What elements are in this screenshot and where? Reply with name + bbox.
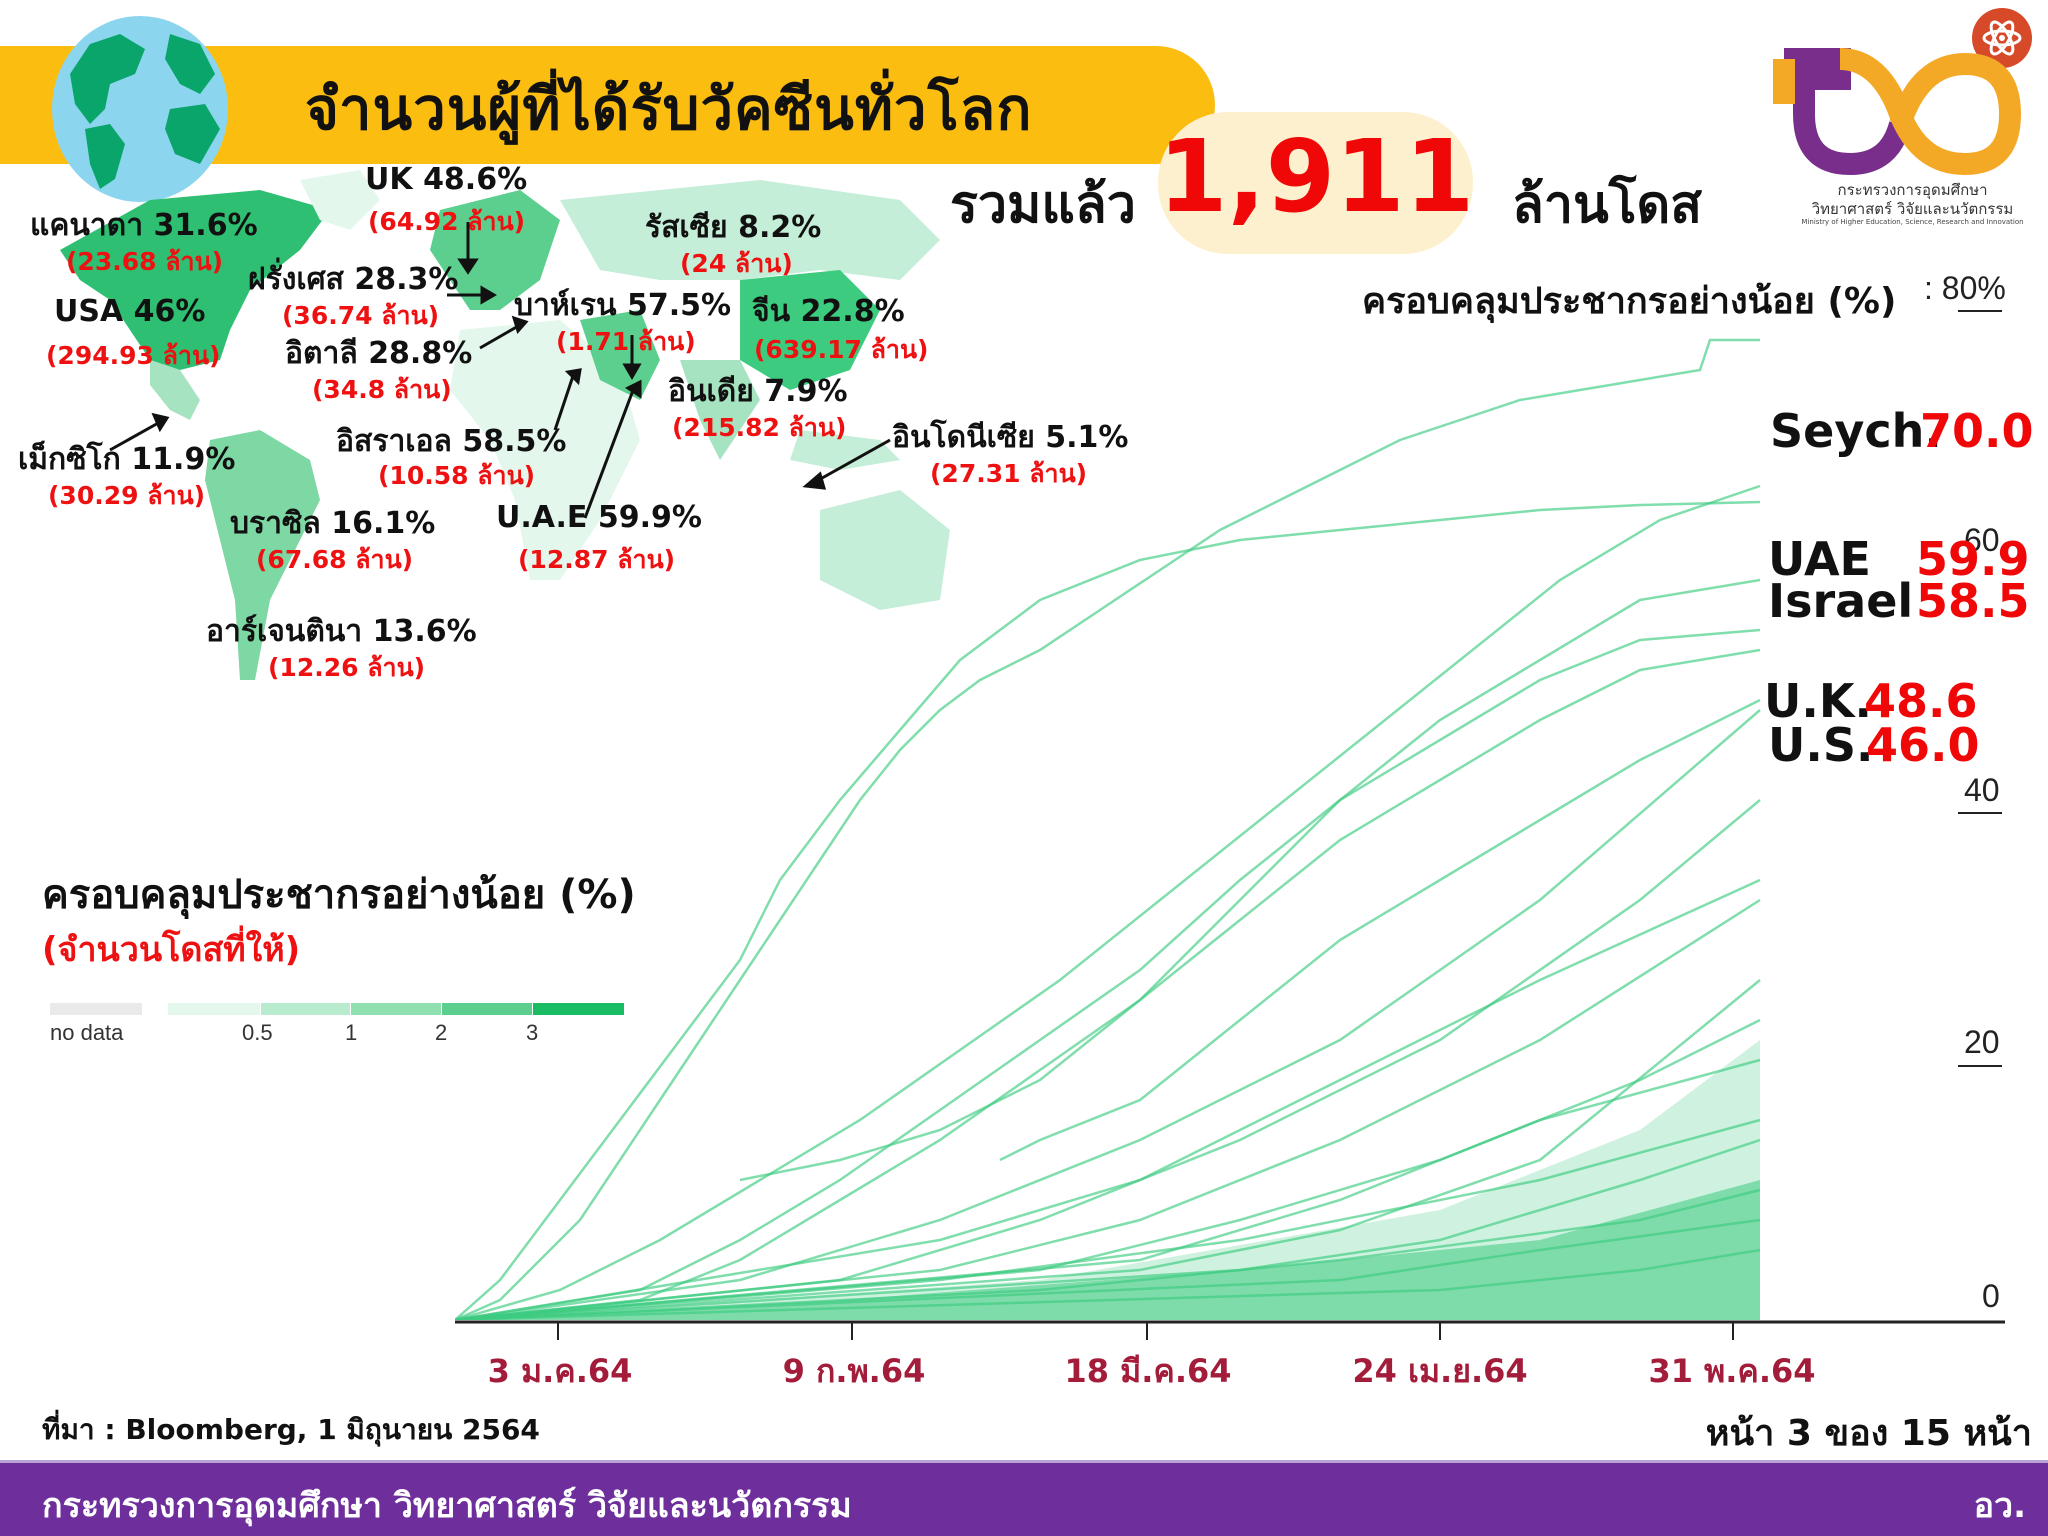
legend-title: ครอบคลุมประชากรอย่างน้อย (%) [42, 872, 636, 918]
legend-swatch-no-data [50, 1003, 142, 1015]
legend-swatch-2 [351, 1003, 441, 1015]
legend-tick: 2 [435, 1020, 448, 1045]
map-doses-uk: (64.92 ล้าน) [368, 207, 526, 236]
map-doses-brazil: (67.68 ล้าน) [256, 545, 414, 574]
map-label-italy: อิตาลี 28.8% [285, 336, 473, 371]
map-label-usa: USA 46% [54, 294, 206, 329]
map-label-brazil: บราซิล 16.1% [230, 506, 436, 541]
map-label-bahrain: บาห์เรน 57.5% [514, 288, 732, 323]
globe-icon [52, 16, 228, 202]
legend-tick: 0.5 [242, 1020, 273, 1045]
total-pill [1158, 112, 1473, 254]
annotation-seychelles-name: Seych. [1770, 404, 1942, 458]
map-label-uae: U.A.E 59.9% [496, 500, 702, 535]
map-doses-bahrain: (1.71 ล้าน) [556, 327, 696, 356]
map-label-canada: แคนาดา 31.6% [30, 208, 258, 243]
footer-bar [0, 1460, 2048, 1536]
y-tick-label: 40 [1964, 772, 2000, 808]
legend-subtitle: (จำนวนโดสที่ให้) [42, 930, 301, 970]
legend-tick: 1 [345, 1020, 358, 1045]
page-indicator: หน้า 3 ของ 15 หน้า [1705, 1413, 2032, 1454]
total-prefix: รวมแล้ว [950, 175, 1136, 235]
y-tick-label: 20 [1964, 1024, 2000, 1060]
legend-tick: 3 [526, 1020, 539, 1045]
map-doses-china: (639.17 ล้าน) [754, 335, 929, 364]
footer-abbreviation: อว. [1973, 1486, 2026, 1526]
annotation-israel-name: Israel [1768, 574, 1914, 628]
y-tick-mark [1958, 1065, 2002, 1067]
vaccination-line-chart [455, 338, 2005, 1340]
y-tick-mark [1958, 310, 2002, 312]
logo-text-english: Ministry of Higher Education, Science, R… [1801, 218, 2024, 226]
legend-swatch-0 [168, 1003, 260, 1015]
page-title: จำนวนผู้ที่ได้รับวัคซีนทั่วโลก [305, 75, 1033, 143]
y-tick-label: 0 [1982, 1278, 2000, 1314]
map-label-russia: รัสเซีย 8.2% [645, 210, 822, 245]
annotation-us-name: U.S. [1768, 718, 1874, 772]
annotation-uae-value: 59.9 [1916, 532, 2030, 586]
map-doses-uae: (12.87 ล้าน) [518, 545, 676, 574]
y-tick-label: 60 [1964, 522, 2000, 558]
annotation-uk-name: U.K. [1764, 674, 1872, 728]
map-doses-mexico: (30.29 ล้าน) [48, 481, 206, 510]
map-label-argentina: อาร์เจนตินา 13.6% [206, 614, 477, 649]
footer-ministry-name: กระทรวงการอุดมศึกษา วิทยาศาสตร์ วิจัยและ… [42, 1486, 852, 1526]
annotation-uae-name: UAE [1768, 532, 1871, 586]
y-tick-mark [1958, 812, 2002, 814]
x-tick-label: 3 ม.ค.64 [487, 1352, 633, 1390]
map-doses-russia: (24 ล้าน) [680, 249, 793, 278]
legend-swatch-3 [442, 1003, 532, 1015]
map-doses-italy: (34.8 ล้าน) [312, 375, 452, 404]
y-axis-label-80: : 80% [1924, 270, 2006, 306]
map-label-india: อินเดีย 7.9% [668, 374, 848, 409]
annotation-seychelles-value: 70.0 [1920, 404, 2034, 458]
map-doses-france: (36.74 ล้าน) [282, 301, 440, 330]
annotation-us-value: 46.0 [1866, 718, 1980, 772]
map-label-israel: อิสราเอล 58.5% [336, 424, 567, 459]
legend-swatch-4 [533, 1003, 624, 1015]
source-citation: ที่มา : Bloomberg, 1 มิถุนายน 2564 [42, 1413, 540, 1446]
map-doses-india: (215.82 ล้าน) [672, 413, 847, 442]
ministry-logo-icon [1773, 8, 2032, 176]
logo-text-line2: วิทยาศาสตร์ วิจัยและนวัตกรรม [1811, 200, 2014, 218]
map-label-indonesia: อินโดนีเซีย 5.1% [892, 420, 1129, 455]
map-label-uk: UK 48.6% [365, 162, 528, 197]
map-label-france: ฝรั่งเศส 28.3% [248, 262, 459, 297]
x-tick-label: 24 เม.ย.64 [1352, 1352, 1528, 1390]
x-tick-label: 9 ก.พ.64 [782, 1352, 926, 1390]
logo-text-line1: กระทรวงการอุดมศึกษา [1837, 181, 1988, 199]
annotation-israel-value: 58.5 [1916, 574, 2030, 628]
world-map [60, 170, 950, 680]
chart-title: ครอบคลุมประชากรอย่างน้อย (%) [1362, 281, 1897, 322]
legend-swatch-1 [261, 1003, 350, 1015]
map-label-china: จีน 22.8% [752, 294, 905, 329]
map-doses-indonesia: (27.31 ล้าน) [930, 459, 1088, 488]
map-doses-canada: (23.68 ล้าน) [66, 247, 224, 276]
x-tick-label: 31 พ.ค.64 [1648, 1352, 1816, 1390]
map-label-mexico: เม็กซิโก 11.9% [18, 442, 236, 477]
map-doses-usa: (294.93 ล้าน) [46, 341, 221, 370]
legend-label-no-data: no data [50, 1020, 124, 1045]
annotation-uk-value: 48.6 [1864, 674, 1978, 728]
map-doses-israel: (10.58 ล้าน) [378, 461, 536, 490]
map-doses-argentina: (12.26 ล้าน) [268, 653, 426, 682]
total-doses-value: 1,911 [1158, 118, 1475, 235]
x-tick-label: 18 มี.ค.64 [1064, 1352, 1232, 1390]
total-suffix: ล้านโดส [1512, 175, 1703, 235]
